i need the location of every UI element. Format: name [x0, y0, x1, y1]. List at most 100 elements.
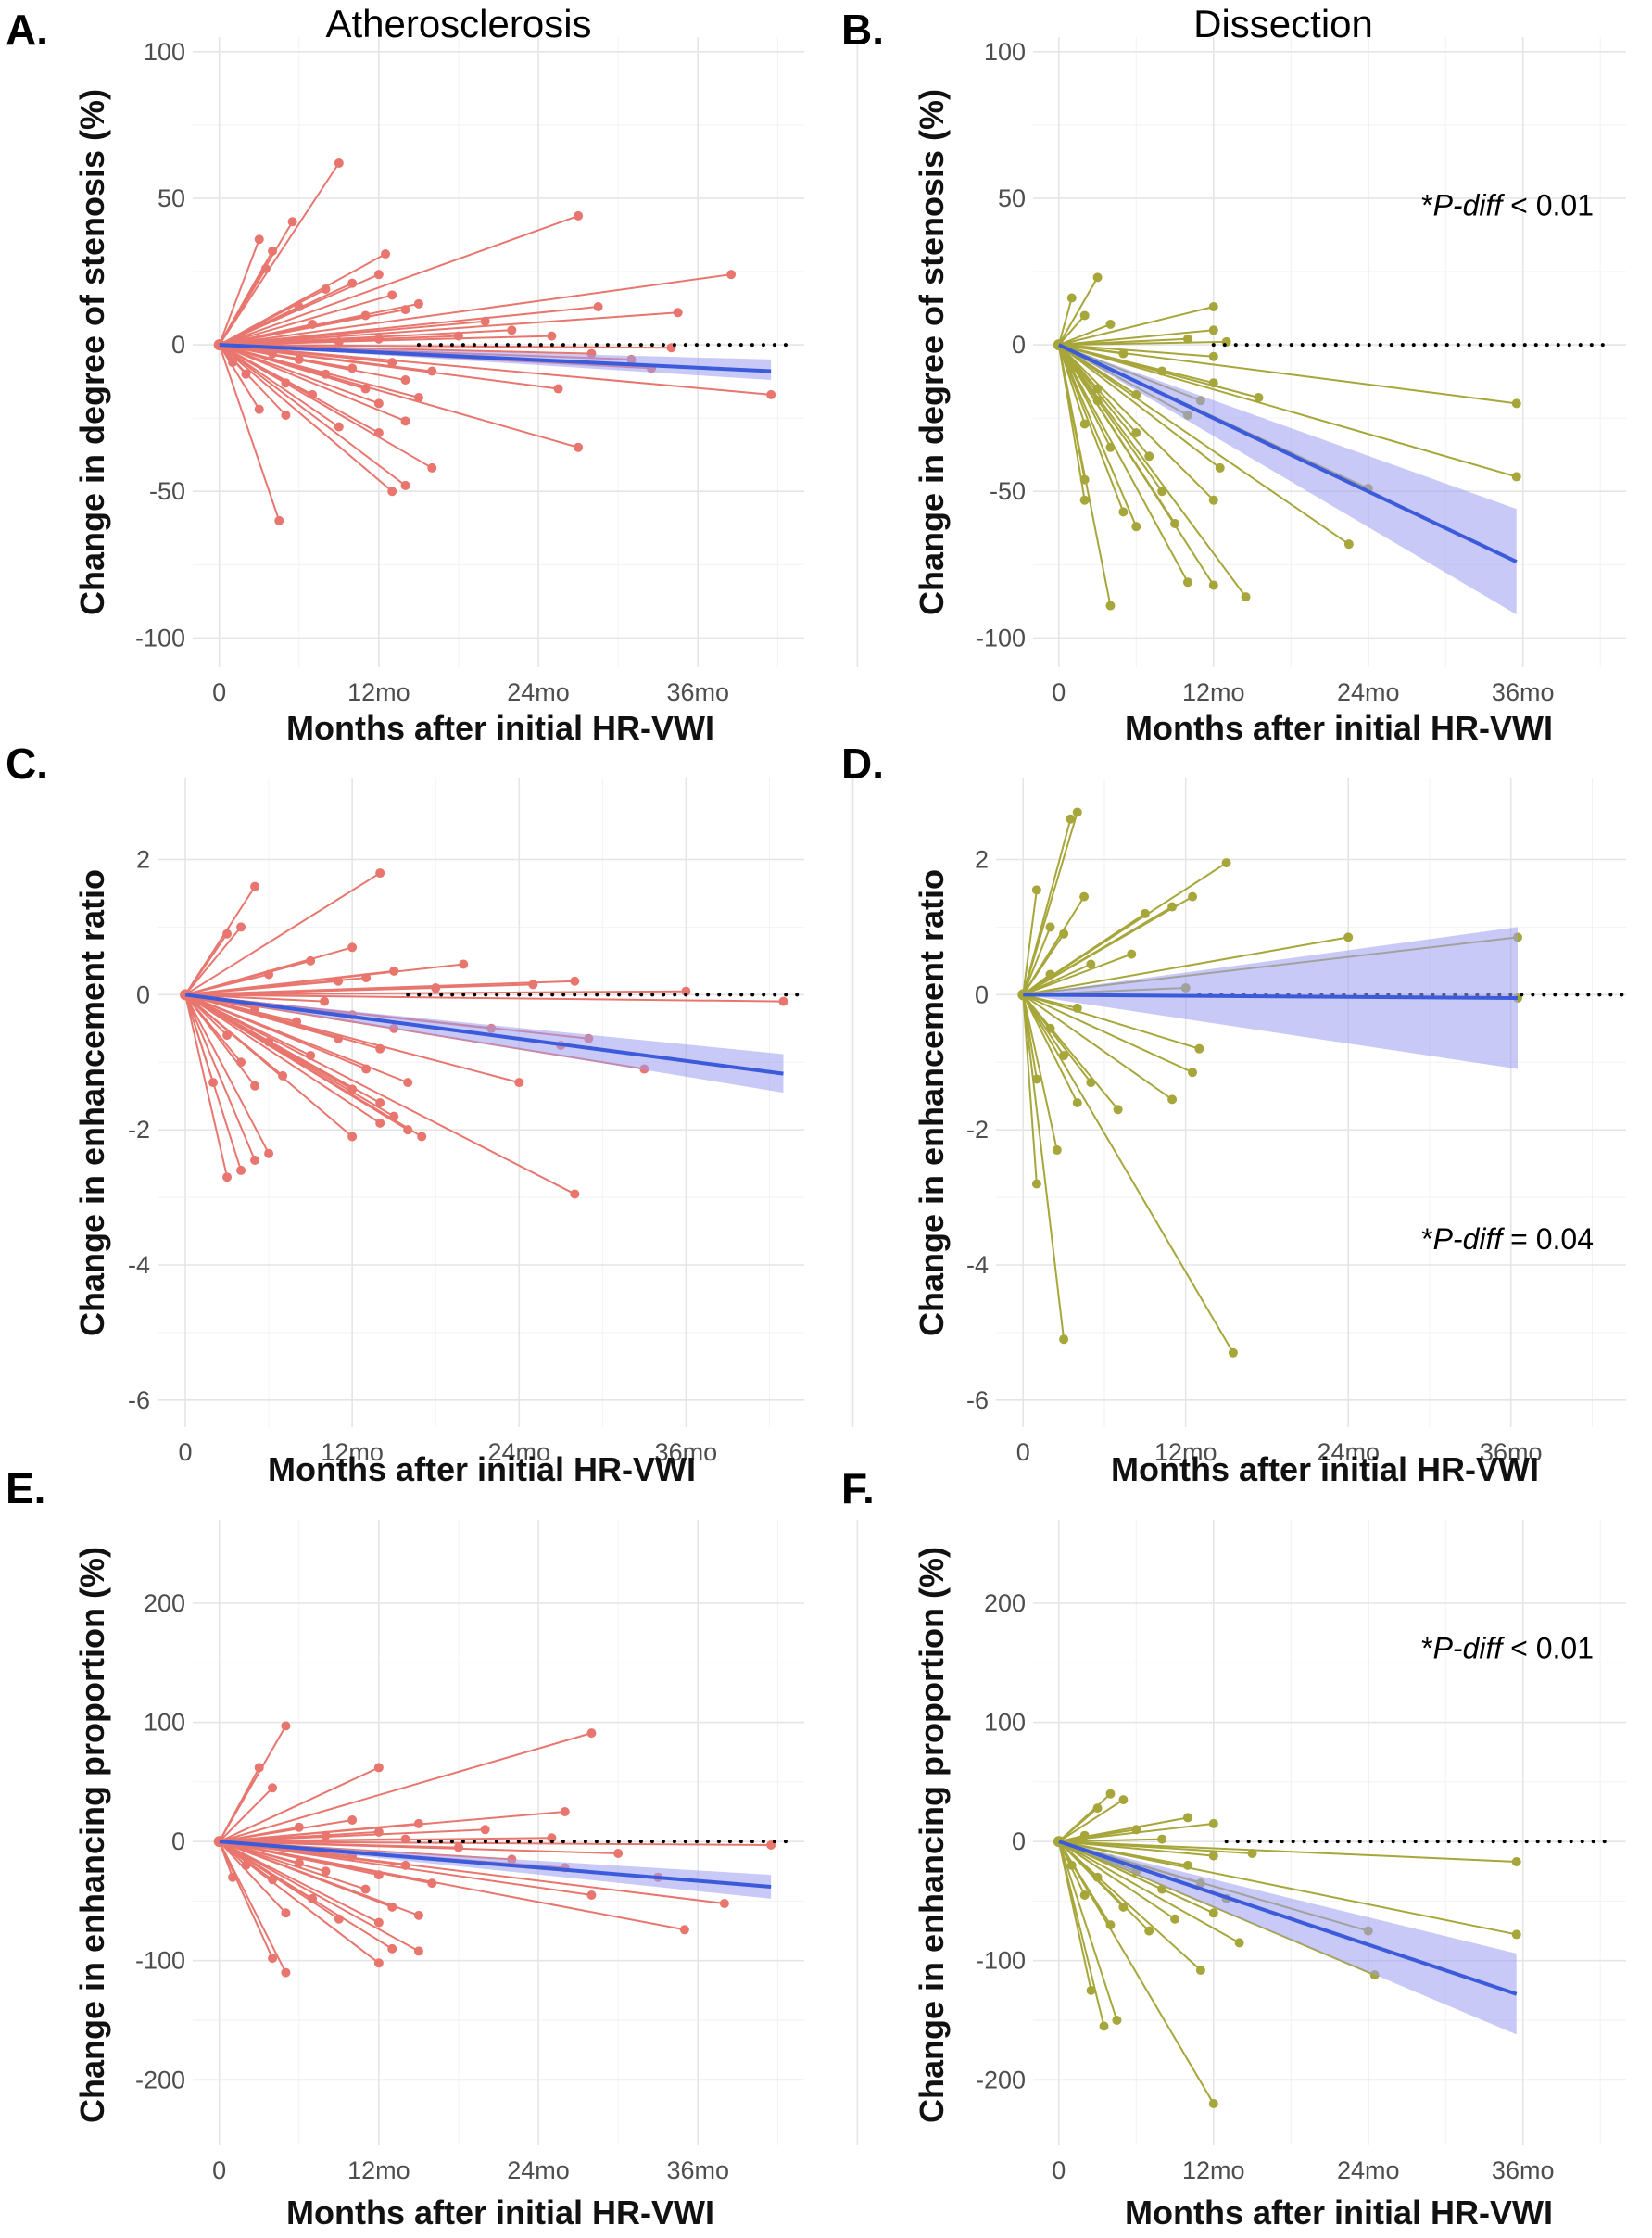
data-point [574, 442, 584, 452]
data-point [373, 1763, 384, 1773]
trajectory-line [219, 1840, 247, 1866]
data-point [1167, 1094, 1178, 1105]
data-point [222, 929, 233, 939]
data-point [570, 1189, 580, 1199]
data-point [308, 389, 318, 399]
data-point [400, 1834, 410, 1844]
trajectory-line [1022, 993, 1200, 1050]
x-tick-label: 36mo [655, 1438, 718, 1466]
data-point [268, 1875, 278, 1885]
y-tick-label: -6 [966, 1386, 989, 1414]
data-point [1059, 1334, 1069, 1345]
trajectory-line [1058, 306, 1215, 347]
data-point [453, 331, 463, 341]
data-point [387, 1943, 397, 1954]
y-tick-label: 0 [975, 980, 989, 1008]
data-point [281, 1721, 291, 1731]
trajectory-line [219, 214, 579, 347]
y-tick-label: -2 [966, 1116, 989, 1144]
trajectory-line [219, 344, 393, 492]
trajectory-line [1022, 993, 1234, 1354]
trajectory-line [1058, 1840, 1241, 1944]
trajectory-line [219, 1840, 686, 1931]
trajectory-line [219, 344, 407, 487]
data-point [400, 480, 410, 490]
trajectory-line [184, 973, 270, 996]
y-axis-label: Change in enhancing proportion (%) [913, 1547, 951, 2123]
trajectory-line [184, 993, 422, 1138]
data-point [387, 1902, 397, 1912]
trajectory-line [219, 344, 433, 469]
trajectory-line [1022, 913, 1146, 996]
data-point [1113, 1105, 1123, 1115]
trajectory-line [1022, 994, 1038, 1184]
trajectory-line [1058, 344, 1517, 405]
trajectory-line [1057, 344, 1215, 586]
x-tick-label: 0 [1052, 2156, 1066, 2184]
trajectory-line [1058, 344, 1214, 358]
data-point [413, 1910, 423, 1920]
trajectory-line [1057, 344, 1125, 512]
data-point [222, 1030, 233, 1041]
data-point [387, 358, 397, 368]
data-point [268, 348, 278, 359]
data-point [375, 1043, 385, 1054]
data-point [1086, 959, 1096, 969]
data-point [347, 278, 358, 288]
data-point [400, 1860, 410, 1870]
trajectory-line [184, 993, 270, 1155]
y-tick-label: -100 [135, 624, 185, 651]
data-point [347, 1084, 358, 1094]
y-tick-label: -50 [990, 477, 1026, 505]
data-point [593, 301, 603, 311]
y-tick-label: -2 [128, 1116, 150, 1144]
panel-letter: E. [6, 1464, 45, 1512]
y-tick-label: 0 [136, 980, 150, 1008]
data-point [553, 384, 563, 394]
trajectory-line [184, 933, 228, 995]
data-point [360, 384, 371, 394]
trajectory-line [1022, 953, 1132, 996]
x-tick-label: 12mo [1182, 678, 1245, 706]
data-point [480, 1825, 490, 1835]
trajectory-line [1058, 1840, 1176, 1920]
trajectory-line [184, 993, 325, 1003]
x-tick-label: 12mo [347, 2156, 410, 2184]
y-tick-label: -6 [128, 1386, 150, 1414]
data-point [264, 1037, 274, 1047]
data-point [1188, 891, 1198, 902]
data-point [1343, 539, 1354, 550]
trajectory-line [1022, 963, 1091, 996]
data-point [570, 976, 580, 986]
data-point [334, 1033, 344, 1043]
data-point [321, 1866, 331, 1877]
trajectory-line [1022, 994, 1058, 1151]
panel-letter: A. [6, 6, 48, 54]
trajectory-line [219, 322, 313, 347]
data-point [334, 336, 344, 347]
trajectory-line [1057, 1840, 1118, 2021]
data-point [373, 270, 384, 280]
trajectory-line [1058, 344, 1150, 457]
data-point [1118, 1795, 1129, 1805]
y-tick-label: 0 [171, 1827, 185, 1855]
trajectory-line [219, 1840, 619, 1854]
trajectory-line [1022, 994, 1066, 1340]
y-tick-label: -100 [135, 1947, 185, 1975]
data-point [306, 955, 316, 966]
regression-line [219, 1840, 772, 1889]
data-point [1066, 1860, 1077, 1870]
y-axis-label: Change in degree of stenosis (%) [913, 89, 951, 615]
x-tick-label: 0 [179, 1438, 193, 1466]
data-point [1208, 1908, 1218, 1918]
trajectory-line [218, 344, 260, 411]
data-point [427, 462, 437, 473]
trajectory-line [218, 1840, 233, 1878]
data-point [268, 246, 278, 256]
data-point [1208, 1818, 1218, 1828]
trajectory-line [1022, 993, 1052, 1030]
data-point [347, 1132, 358, 1142]
data-point [547, 1833, 557, 1843]
trajectory-line [184, 872, 381, 996]
